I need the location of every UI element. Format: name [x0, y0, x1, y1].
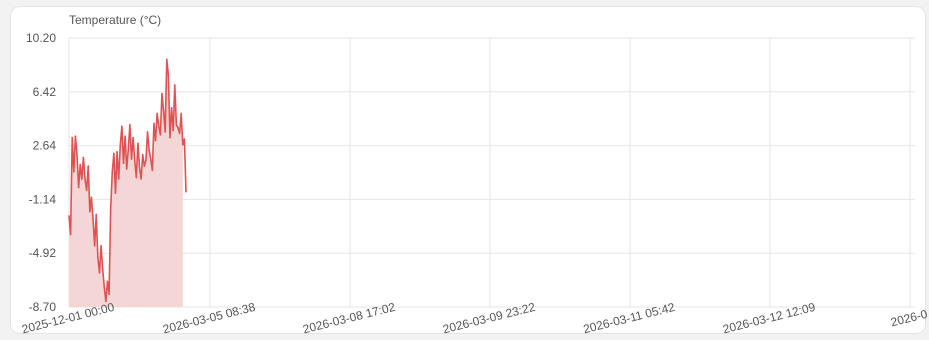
data-point	[151, 169, 154, 172]
data-point	[79, 163, 82, 166]
data-point	[153, 122, 155, 125]
y-tick-label: -4.92	[29, 246, 57, 260]
data-point	[109, 207, 112, 210]
data-point	[180, 112, 182, 115]
data-point	[143, 165, 146, 167]
x-tick-label: 2026-03-09 23:22	[441, 300, 537, 337]
data-point	[114, 192, 117, 194]
data-point	[162, 109, 165, 112]
data-point	[92, 217, 94, 220]
y-tick-label: 2.64	[33, 139, 57, 153]
data-point	[116, 151, 118, 153]
series-area-fill	[69, 59, 183, 307]
data-point	[178, 132, 181, 135]
data-point	[181, 143, 184, 146]
data-point	[85, 189, 88, 192]
data-point	[121, 125, 123, 128]
data-point	[68, 215, 70, 217]
data-point	[113, 152, 115, 155]
series-area	[69, 59, 183, 307]
series-line-path	[68, 58, 187, 303]
data-point	[73, 170, 75, 173]
data-point	[69, 233, 72, 236]
chart-title: Temperature (°C)	[69, 13, 161, 27]
data-point	[106, 280, 109, 283]
y-tick-label: -1.14	[29, 192, 57, 206]
data-point	[127, 148, 130, 150]
data-point	[84, 178, 86, 180]
y-tick-label: -8.70	[29, 300, 57, 314]
data-point	[135, 176, 138, 179]
data-point	[165, 58, 168, 61]
data-point	[89, 210, 91, 213]
data-point	[159, 133, 162, 136]
data-point	[146, 131, 149, 133]
data-point	[149, 158, 152, 160]
data-point	[77, 186, 80, 189]
data-point	[103, 286, 106, 288]
data-point	[98, 272, 101, 274]
data-point	[125, 168, 128, 170]
data-point	[157, 125, 160, 128]
data-point	[129, 124, 131, 126]
x-tick-label: 2026-0	[889, 307, 929, 330]
data-point	[145, 159, 147, 162]
data-point	[93, 244, 96, 247]
data-point	[169, 136, 171, 139]
data-point	[100, 244, 102, 247]
data-point	[183, 138, 186, 140]
data-point	[167, 74, 170, 76]
data-point	[172, 129, 174, 132]
x-tick-label: 2026-03-12 12:09	[721, 300, 817, 337]
data-point	[81, 178, 83, 180]
data-point	[141, 153, 144, 156]
data-point	[105, 300, 107, 303]
data-point	[76, 153, 78, 156]
data-point	[74, 135, 77, 138]
data-point	[154, 139, 157, 142]
data-point	[164, 131, 166, 133]
data-point	[161, 92, 163, 95]
data-point	[71, 136, 74, 139]
data-point	[132, 136, 134, 139]
data-point	[95, 213, 98, 216]
data-point	[173, 84, 176, 86]
data-point	[133, 159, 136, 162]
series-line	[68, 58, 187, 303]
data-point	[119, 143, 122, 146]
x-tick-label: 2026-03-08 17:02	[301, 300, 397, 337]
data-point	[175, 124, 178, 126]
data-point	[111, 170, 114, 173]
data-point	[185, 190, 187, 193]
x-tick-label: 2026-03-11 05:42	[582, 300, 677, 336]
grid	[68, 37, 915, 308]
data-point	[140, 178, 142, 180]
data-point	[177, 126, 179, 129]
data-point	[138, 166, 141, 169]
data-point	[170, 106, 173, 109]
data-point	[90, 196, 93, 199]
data-point	[122, 162, 125, 165]
data-point	[148, 149, 150, 152]
data-point	[137, 142, 139, 145]
data-point	[156, 112, 158, 115]
data-point	[101, 267, 104, 270]
y-tick-label: 6.42	[33, 85, 57, 99]
data-point	[82, 156, 85, 159]
data-point	[108, 293, 110, 295]
y-axis: 10.20 6.42 2.64 -1.14 -4.92 -8.70	[26, 31, 56, 314]
data-point	[97, 256, 99, 258]
data-point	[124, 135, 126, 138]
data-point	[130, 158, 133, 160]
data-point	[117, 178, 120, 180]
data-point	[87, 165, 90, 167]
y-tick-label: 10.20	[26, 31, 56, 45]
